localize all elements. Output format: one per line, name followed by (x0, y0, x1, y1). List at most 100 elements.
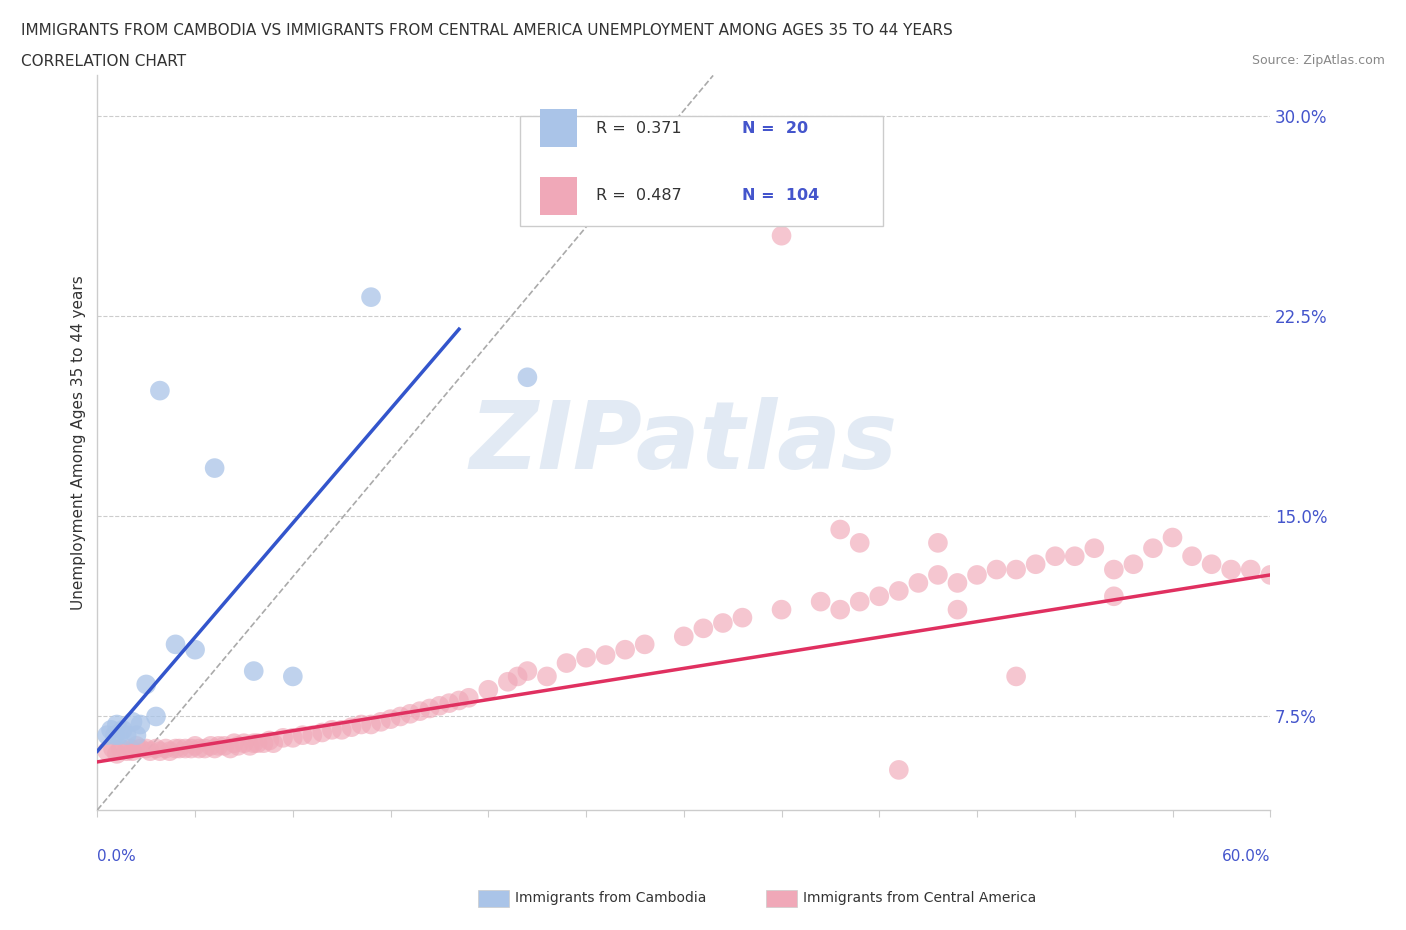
Point (868, 589, 890, 604)
Point (242, 736, 264, 751)
Point (770, 603, 793, 618)
Point (281, 730, 304, 745)
Text: Immigrants from Cambodia: Immigrants from Cambodia (515, 891, 706, 906)
Point (111, 723, 134, 737)
Point (575, 650, 598, 665)
Point (711, 616, 734, 631)
Point (810, 594, 832, 609)
Point (139, 744, 162, 759)
Point (389, 709, 412, 724)
Point (830, 603, 852, 618)
Text: CORRELATION CHART: CORRELATION CHART (21, 54, 186, 69)
Point (692, 621, 714, 636)
Point (731, 610, 754, 625)
Point (360, 717, 382, 732)
Point (516, 664, 538, 679)
Point (311, 725, 333, 740)
Point (281, 669, 304, 684)
Point (108, 728, 131, 743)
Point (115, 744, 138, 759)
Point (966, 567, 988, 582)
Point (399, 707, 422, 722)
Point (887, 583, 910, 598)
Point (120, 741, 142, 756)
Point (1258, 567, 1281, 582)
Point (1005, 562, 1028, 577)
Point (101, 741, 124, 756)
Point (1122, 557, 1144, 572)
Point (419, 701, 441, 716)
Point (1063, 549, 1085, 564)
Point (262, 736, 284, 751)
Text: R =  0.487: R = 0.487 (596, 189, 682, 204)
Point (830, 522, 852, 537)
Point (506, 669, 529, 684)
Point (149, 383, 172, 398)
Point (1083, 540, 1105, 555)
Point (145, 741, 167, 756)
Point (259, 733, 281, 748)
Point (1045, 549, 1067, 564)
Point (927, 536, 949, 551)
Point (429, 698, 451, 713)
Point (96, 744, 118, 759)
Point (927, 567, 949, 582)
Point (242, 664, 264, 679)
Point (219, 741, 242, 756)
Point (946, 576, 969, 591)
Point (1025, 557, 1047, 572)
Point (100, 723, 122, 737)
Point (301, 728, 323, 743)
Point (125, 728, 148, 743)
Point (672, 188, 695, 203)
Point (1201, 557, 1223, 572)
Point (135, 741, 157, 756)
Point (986, 562, 1008, 577)
Point (370, 714, 392, 729)
Point (204, 460, 226, 475)
Point (439, 696, 461, 711)
Text: N =  20: N = 20 (742, 121, 808, 136)
Point (848, 594, 870, 609)
Point (1240, 562, 1263, 577)
Text: 0.0%: 0.0% (97, 849, 136, 864)
Point (321, 723, 343, 737)
Point (129, 717, 152, 732)
Point (226, 738, 249, 753)
Point (409, 704, 432, 719)
Point (1142, 540, 1164, 555)
Point (155, 741, 177, 756)
Point (634, 637, 657, 652)
Point (169, 741, 191, 756)
Point (159, 744, 181, 759)
Point (350, 717, 373, 732)
Point (770, 228, 793, 243)
Point (1005, 669, 1028, 684)
Point (165, 741, 187, 756)
Point (184, 643, 207, 658)
Point (848, 536, 870, 551)
Text: R =  0.371: R = 0.371 (596, 121, 682, 136)
Point (135, 677, 157, 692)
Point (360, 290, 382, 305)
Text: N =  104: N = 104 (742, 189, 820, 204)
Point (516, 370, 538, 385)
Point (184, 738, 207, 753)
Point (246, 736, 269, 751)
Point (1220, 562, 1243, 577)
Point (477, 683, 499, 698)
Point (907, 576, 929, 591)
Point (188, 741, 211, 756)
Point (239, 738, 262, 753)
Point (271, 730, 294, 745)
Point (233, 736, 256, 751)
Point (180, 741, 202, 756)
Point (115, 728, 138, 743)
Point (125, 738, 148, 753)
Text: IMMIGRANTS FROM CAMBODIA VS IMMIGRANTS FROM CENTRAL AMERICA UNEMPLOYMENT AMONG A: IMMIGRANTS FROM CAMBODIA VS IMMIGRANTS F… (21, 23, 953, 38)
Point (204, 741, 226, 756)
Point (340, 720, 363, 735)
Point (207, 738, 229, 753)
Point (447, 693, 470, 708)
Point (149, 744, 172, 759)
